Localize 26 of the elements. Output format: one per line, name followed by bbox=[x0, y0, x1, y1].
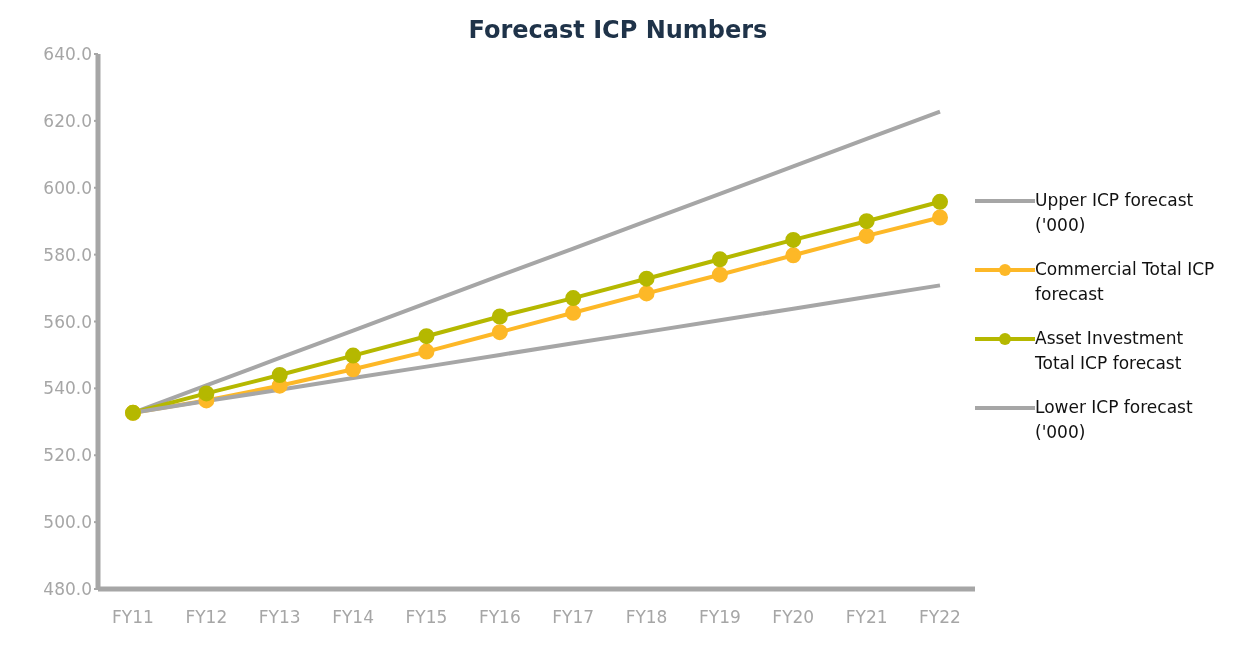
x-tick-label: FY18 bbox=[625, 607, 668, 628]
x-tick-label: FY15 bbox=[405, 607, 448, 628]
x-tick-label: FY16 bbox=[478, 607, 521, 628]
y-tick-label: 520.0 bbox=[43, 445, 92, 466]
legend-label: Asset Investment Total ICP forecast bbox=[1035, 326, 1185, 375]
y-tick-label: 480.0 bbox=[43, 579, 92, 600]
x-tick-label: FY21 bbox=[845, 607, 888, 628]
chart-title: Forecast ICP Numbers bbox=[467, 16, 769, 44]
x-tick-label: FY14 bbox=[332, 607, 374, 628]
y-tick-label: 580.0 bbox=[43, 244, 92, 265]
x-tick-label: FY11 bbox=[112, 607, 154, 628]
y-tick-label: 540.0 bbox=[43, 378, 92, 399]
x-tick-label: FY17 bbox=[552, 607, 595, 628]
y-tick-label: 620.0 bbox=[43, 110, 92, 131]
x-tick-label: FY12 bbox=[185, 607, 228, 628]
legend-label: Commercial Total ICP forecast bbox=[1035, 257, 1215, 306]
x-tick-label: FY13 bbox=[258, 607, 301, 628]
legend-label: Lower ICP forecast ('000) bbox=[1035, 395, 1194, 444]
legend-label: Upper ICP forecast ('000) bbox=[1035, 188, 1195, 237]
y-tick-label: 560.0 bbox=[43, 311, 92, 332]
y-tick-label: 640.0 bbox=[43, 44, 92, 65]
x-tick-label: FY19 bbox=[699, 607, 741, 628]
y-tick-label: 600.0 bbox=[43, 177, 92, 198]
x-tick-label: FY22 bbox=[919, 607, 961, 628]
y-tick-label: 500.0 bbox=[43, 512, 92, 533]
x-tick-label: FY20 bbox=[772, 607, 815, 628]
